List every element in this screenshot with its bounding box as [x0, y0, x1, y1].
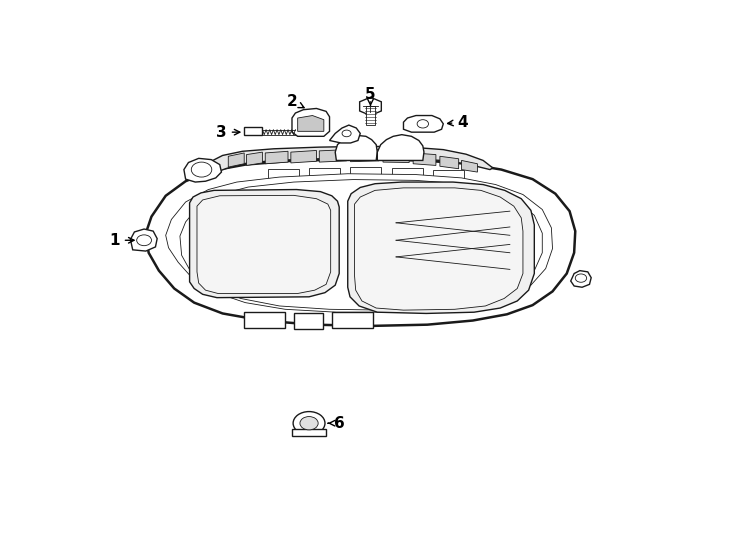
- Polygon shape: [180, 180, 542, 310]
- Polygon shape: [247, 152, 262, 165]
- Polygon shape: [440, 156, 459, 168]
- Polygon shape: [206, 146, 493, 172]
- Polygon shape: [348, 182, 534, 313]
- FancyBboxPatch shape: [268, 168, 299, 178]
- Polygon shape: [184, 158, 222, 182]
- Text: 6: 6: [328, 416, 344, 431]
- Polygon shape: [383, 151, 409, 163]
- FancyBboxPatch shape: [292, 429, 326, 436]
- Polygon shape: [330, 125, 360, 143]
- Polygon shape: [404, 116, 443, 132]
- Polygon shape: [265, 151, 288, 164]
- FancyBboxPatch shape: [433, 171, 465, 179]
- Polygon shape: [189, 190, 339, 298]
- Polygon shape: [228, 153, 244, 167]
- Polygon shape: [335, 136, 377, 160]
- Polygon shape: [360, 97, 382, 116]
- FancyBboxPatch shape: [309, 168, 341, 177]
- Text: 4: 4: [448, 114, 468, 130]
- Polygon shape: [292, 109, 330, 136]
- Polygon shape: [355, 188, 523, 310]
- Polygon shape: [351, 150, 379, 161]
- Text: 5: 5: [366, 87, 376, 105]
- Polygon shape: [166, 174, 553, 312]
- FancyBboxPatch shape: [244, 312, 285, 328]
- Polygon shape: [131, 229, 157, 251]
- FancyBboxPatch shape: [392, 168, 424, 177]
- Text: 2: 2: [286, 94, 304, 109]
- Text: 3: 3: [216, 125, 240, 140]
- Circle shape: [300, 416, 318, 430]
- Polygon shape: [377, 134, 424, 160]
- FancyBboxPatch shape: [366, 106, 375, 125]
- FancyBboxPatch shape: [332, 312, 373, 328]
- Polygon shape: [319, 150, 346, 162]
- Polygon shape: [462, 160, 477, 172]
- FancyBboxPatch shape: [244, 127, 263, 136]
- Polygon shape: [413, 153, 436, 165]
- Polygon shape: [197, 195, 330, 294]
- Text: 1: 1: [109, 233, 134, 248]
- Polygon shape: [571, 271, 591, 287]
- FancyBboxPatch shape: [350, 167, 381, 176]
- Circle shape: [293, 411, 325, 435]
- Polygon shape: [146, 160, 575, 326]
- FancyBboxPatch shape: [294, 313, 323, 329]
- Polygon shape: [298, 116, 324, 131]
- Polygon shape: [291, 151, 316, 163]
